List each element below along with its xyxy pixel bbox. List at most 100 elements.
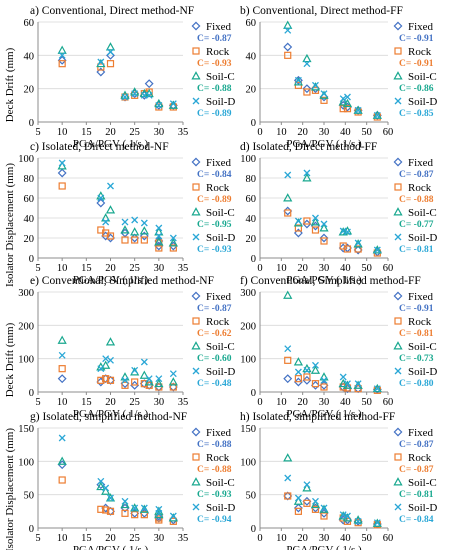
x-tick-label: 60 (383, 533, 394, 544)
x-tick-label: 20 (105, 533, 116, 544)
legend-entry: Soil-D (408, 366, 437, 378)
correlation-label: C= -0.77 (399, 220, 434, 230)
data-point (58, 159, 66, 167)
data-point (354, 239, 362, 247)
data-point (284, 474, 292, 482)
data-point (394, 183, 402, 191)
data-point (339, 105, 347, 113)
series-soil-d (284, 474, 381, 527)
y-tick-label: 40 (246, 51, 257, 62)
data-point (344, 93, 351, 101)
legend-entry: Fixed (206, 427, 232, 439)
data-point (284, 171, 292, 179)
data-point (101, 360, 111, 369)
data-point (131, 511, 139, 519)
y-tick-label: 100 (240, 154, 256, 165)
legend-entry: Soil-D (206, 232, 235, 244)
data-point (191, 207, 201, 216)
x-tick-label: 10 (57, 397, 68, 408)
series-soil-d (58, 48, 177, 109)
x-tick-label: 60 (383, 127, 394, 138)
y-tick-label: 150 (18, 424, 34, 435)
chart-title: g) Isolated, simplified method-NF (30, 411, 187, 423)
series-soil-d (58, 434, 177, 520)
series-soil-d (58, 159, 177, 242)
chart-title: d) Isolated, Direct method-FF (240, 141, 377, 153)
data-point (339, 373, 347, 381)
chart-title: h) Isolated, simplified method-FF (240, 411, 395, 423)
data-point (97, 365, 105, 373)
data-point (342, 98, 353, 108)
data-point (344, 228, 351, 236)
x-tick-label: 50 (361, 533, 372, 544)
data-point (302, 483, 312, 492)
data-point (303, 373, 311, 381)
x-tick-label: 0 (257, 397, 262, 408)
x-tick-label: 50 (361, 397, 372, 408)
x-tick-label: 20 (297, 533, 308, 544)
correlation-label: C= -0.62 (197, 329, 232, 339)
data-point (312, 81, 319, 89)
y-tick-label: 200 (18, 321, 34, 332)
data-point (320, 220, 328, 228)
data-point (154, 237, 164, 246)
data-point (131, 236, 139, 244)
data-point (283, 42, 293, 52)
correlation-label: C= -0.87 (399, 170, 434, 180)
data-point (394, 453, 402, 461)
series-soil-c (57, 161, 178, 247)
legend-entry: Rock (206, 316, 230, 328)
chart-panel-a: a) Conventional, Direct method-NF 0 20 40 60… (24, 5, 236, 150)
chart-title: c) Isolated, Direct method-NF (30, 141, 169, 153)
data-point (394, 367, 402, 375)
data-point (106, 232, 115, 240)
data-point (120, 372, 130, 381)
data-point (121, 497, 129, 505)
series-soil-d (58, 351, 177, 384)
x-tick-label: 10 (276, 533, 287, 544)
data-point (320, 512, 328, 520)
correlation-label: C= -0.84 (197, 170, 232, 180)
data-point (58, 182, 66, 190)
data-point (284, 492, 292, 500)
data-point (372, 518, 382, 527)
x-tick-label: 50 (361, 263, 372, 274)
legend-entry: Soil-D (408, 232, 437, 244)
data-point (57, 374, 67, 384)
data-point (107, 48, 114, 56)
chart-title: b) Conventional, Direct method-FF (240, 5, 403, 17)
data-point (96, 67, 106, 77)
data-point (373, 385, 381, 393)
data-point (106, 376, 115, 384)
correlation-label: C= -0.93 (197, 59, 232, 69)
correlation-label: C= -0.91 (399, 59, 434, 69)
x-tick-label: 10 (57, 127, 68, 138)
legend-entry: Soil-D (206, 96, 235, 108)
x-tick-label: 30 (319, 263, 330, 274)
data-point (58, 365, 66, 373)
data-point (145, 375, 153, 383)
series-soil-c (283, 290, 382, 393)
correlation-label: C= -0.88 (197, 465, 232, 475)
data-point (312, 361, 319, 369)
x-tick-label: 25 (129, 127, 140, 138)
x-tick-label: 10 (57, 533, 68, 544)
data-point (293, 496, 304, 505)
chart-panel-g: g) Isolated, simplified method-NF 0 50 100 1… (18, 411, 235, 550)
chart-panel-c: c) Isolated, Direct method-NF 0 20 40 60 80 10… (18, 141, 235, 286)
data-point (145, 91, 153, 99)
data-point (105, 205, 116, 214)
data-point (302, 84, 312, 94)
data-point (139, 226, 149, 235)
data-point (96, 481, 106, 491)
data-point (320, 376, 328, 384)
x-tick-label: 35 (178, 263, 189, 274)
correlation-label: C= -0.93 (197, 490, 232, 500)
data-point (293, 377, 303, 387)
correlation-label: C= -0.84 (399, 515, 434, 525)
data-point (192, 317, 200, 325)
legend-entry: Fixed (206, 157, 232, 169)
